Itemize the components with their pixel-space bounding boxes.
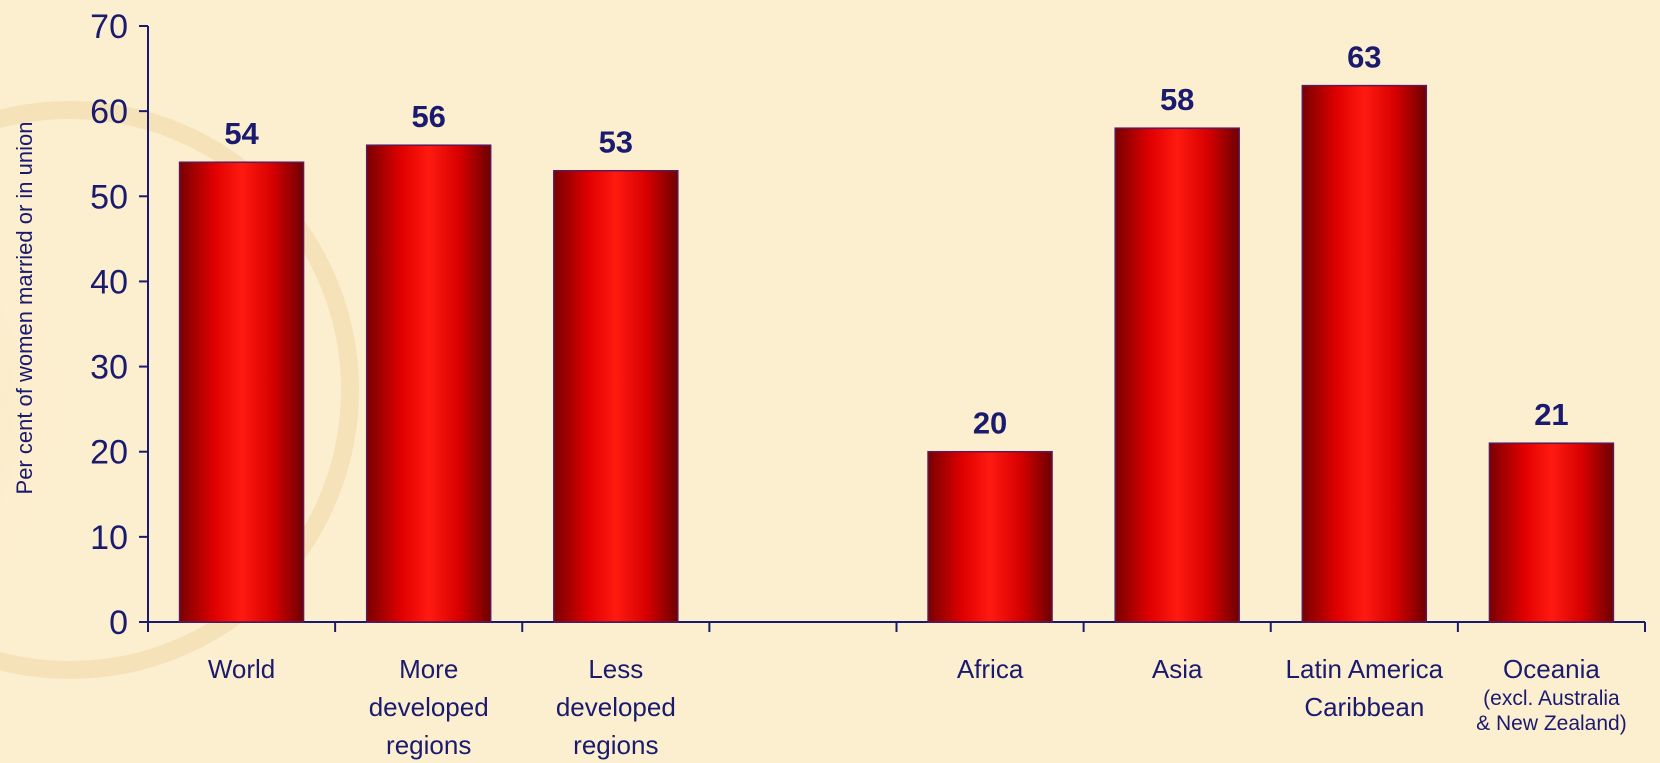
category-label: More — [399, 654, 458, 684]
y-tick-label: 60 — [90, 93, 128, 131]
value-label: 54 — [224, 116, 259, 151]
bar — [927, 450, 1053, 623]
category-sublabel: & New Zealand) — [1476, 712, 1627, 735]
value-label: 53 — [599, 125, 633, 160]
y-axis: 0 10 20 30 40 50 60 70 — [90, 8, 149, 642]
category-label: Latin America — [1286, 654, 1444, 684]
bar — [1301, 84, 1428, 623]
category-label: World — [208, 654, 275, 684]
y-tick-label: 50 — [90, 178, 128, 216]
value-label: 56 — [411, 99, 445, 134]
value-label: 58 — [1160, 82, 1194, 117]
value-label: 21 — [1534, 397, 1568, 432]
background-globe-ring — [0, 101, 359, 679]
category-labels: World More developed regions Less developed re… — [208, 654, 1627, 760]
bar — [365, 144, 492, 623]
value-label: 20 — [973, 406, 1007, 441]
y-tick-label: 20 — [90, 434, 128, 472]
category-sublabel: (excl. Australia — [1483, 687, 1620, 710]
value-labels: 54 56 53 20 58 63 21 — [224, 40, 1568, 441]
bar-series — [178, 84, 1615, 623]
bar — [1488, 442, 1615, 623]
category-label: regions — [573, 730, 658, 760]
y-tick-label: 10 — [90, 519, 128, 557]
bar — [553, 169, 679, 623]
category-label: Less — [588, 654, 643, 684]
category-label: Asia — [1152, 654, 1203, 684]
category-label: Oceania — [1503, 654, 1600, 684]
y-tick-label: 70 — [90, 8, 128, 46]
y-tick-label: 0 — [109, 604, 128, 642]
category-label: Caribbean — [1304, 692, 1424, 722]
category-label: regions — [386, 730, 471, 760]
y-tick-label: 30 — [90, 349, 128, 387]
category-label: Africa — [957, 654, 1024, 684]
y-tick-label: 40 — [90, 263, 128, 301]
value-label: 63 — [1347, 40, 1381, 75]
category-label: developed — [556, 692, 676, 722]
category-label: developed — [369, 692, 489, 722]
y-axis-title: Per cent of women married or in union — [12, 122, 37, 495]
bar — [1114, 127, 1240, 623]
bar — [178, 161, 305, 623]
